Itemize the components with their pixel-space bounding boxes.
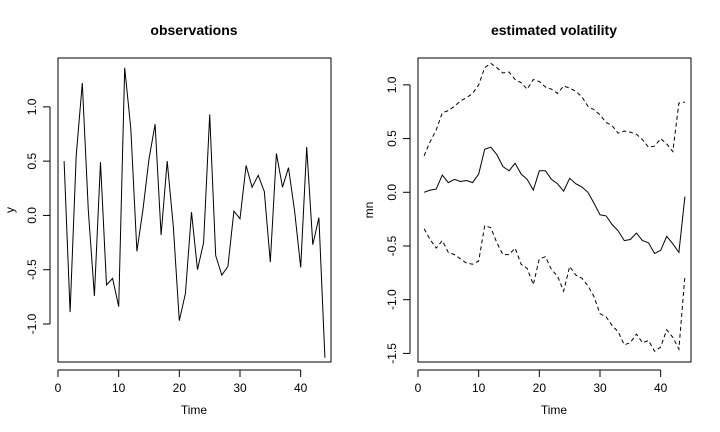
series-line-2 <box>423 224 686 353</box>
observations-panel: observations 0 10 20 30 40 -1.0 -0.5 0.0 0.5 1.0… <box>3 22 332 417</box>
y-tick-label: 0.0 <box>25 207 39 224</box>
chart-title: estimated volatility <box>491 22 617 38</box>
y-tick-label: -0.5 <box>385 235 399 256</box>
x-tick-label: 10 <box>112 381 126 395</box>
x-tick-label: 0 <box>415 381 422 395</box>
x-axis: 0 10 20 30 40 <box>415 369 668 395</box>
y-tick-label: 0.5 <box>25 152 39 169</box>
x-axis-label: Time <box>541 403 568 417</box>
y-tick-label: 0.0 <box>385 184 399 201</box>
y-tick-label: -1.0 <box>385 289 399 310</box>
y-tick-label: -1.0 <box>25 313 39 334</box>
x-tick-label: 30 <box>233 381 247 395</box>
series-layer <box>63 67 326 358</box>
x-tick-label: 0 <box>55 381 62 395</box>
x-tick-label: 40 <box>294 381 308 395</box>
y-axis-label: mn <box>362 202 376 219</box>
series-line-0 <box>63 67 326 358</box>
y-axis-label: y <box>3 207 17 213</box>
plot-frame <box>417 57 692 363</box>
x-tick-label: 30 <box>593 381 607 395</box>
y-tick-label: 1.0 <box>25 98 39 115</box>
y-tick-label: -1.5 <box>385 343 399 364</box>
series-layer <box>423 62 686 353</box>
y-tick-label: 0.5 <box>385 130 399 147</box>
x-axis: 0 10 20 30 40 <box>55 369 308 395</box>
plot-frame <box>57 57 332 363</box>
series-line-1 <box>423 146 686 255</box>
chart-title: observations <box>150 22 237 38</box>
x-tick-label: 20 <box>173 381 187 395</box>
y-tick-label: -0.5 <box>25 259 39 280</box>
estimated-volatility-panel: estimated volatility 0 10 20 30 40 -1.5-1.0-… <box>362 22 692 417</box>
y-axis: -1.0 -0.5 0.0 0.5 1.0 <box>25 98 51 334</box>
x-tick-label: 40 <box>654 381 668 395</box>
y-axis: -1.5 -1.0 -0.5 0.0 0.5 1.0 <box>385 76 411 364</box>
y-tick-label: 1.0 <box>385 76 399 93</box>
series-line-0 <box>423 62 685 156</box>
x-axis-label: Time <box>181 403 208 417</box>
x-tick-label: 20 <box>533 381 547 395</box>
x-tick-label: 10 <box>472 381 486 395</box>
